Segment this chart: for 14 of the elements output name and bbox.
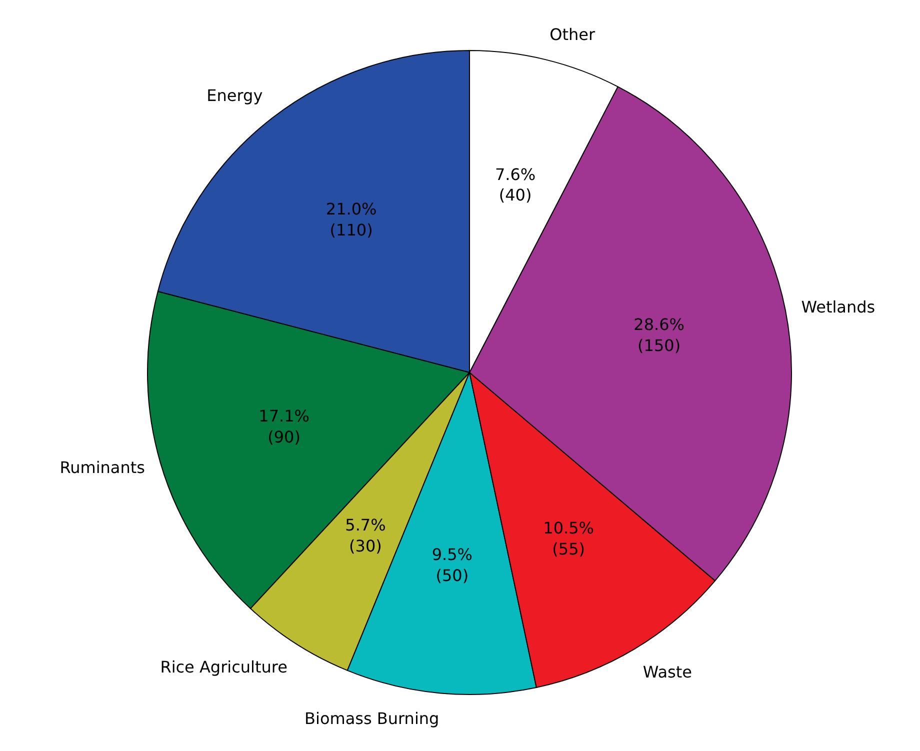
data-label: 10.5% (55): [543, 518, 594, 558]
slice-label: Energy: [206, 86, 263, 106]
data-label: 21.0% (110): [326, 200, 377, 240]
data-label: 28.6% (150): [634, 315, 684, 356]
slice-label: Ruminants: [60, 458, 145, 477]
slice-label: Waste: [642, 662, 692, 682]
slice-label: Biomass Burning: [304, 709, 440, 728]
data-label: 7.6% (40): [494, 164, 536, 205]
data-label: 5.7% (30): [345, 515, 386, 556]
slice-label: Other: [550, 25, 596, 44]
data-label: 17.1% (90): [258, 406, 310, 447]
slice-label: Rice Agriculture: [160, 657, 288, 676]
data-label: 9.5% (50): [432, 544, 473, 585]
slice-label: Wetlands: [801, 298, 876, 317]
